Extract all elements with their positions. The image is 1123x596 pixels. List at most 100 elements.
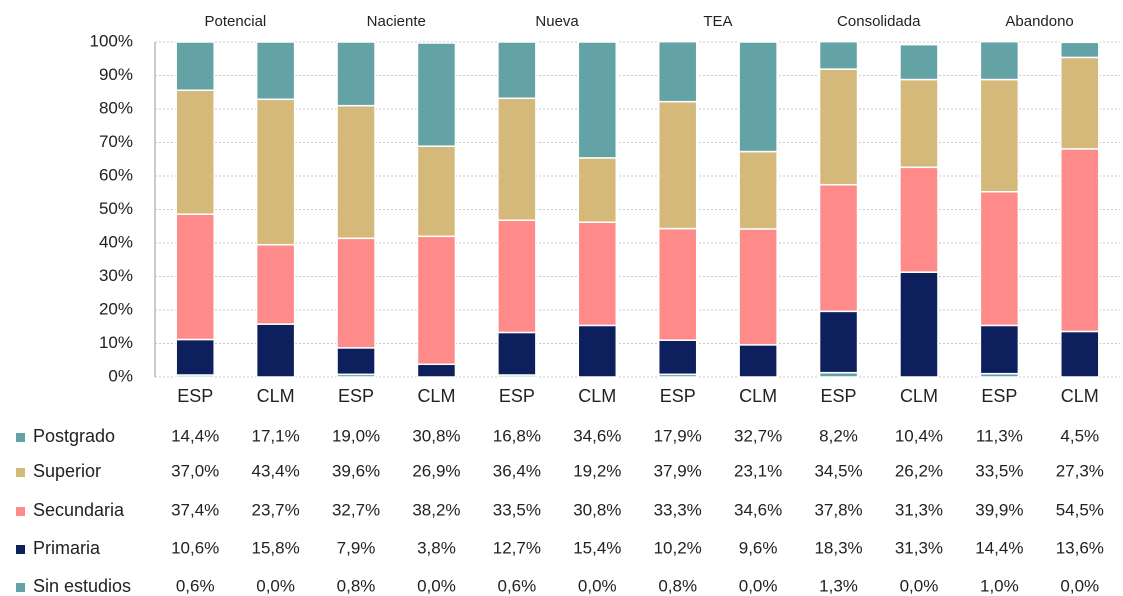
x-tick-label: ESP <box>338 386 374 406</box>
table-cell: 0,0% <box>739 576 778 595</box>
table-cell: 27,3% <box>1056 461 1104 480</box>
group-label: TEA <box>703 13 732 30</box>
bar-segment <box>1060 330 1100 378</box>
bar-segment <box>899 43 939 81</box>
y-tick-label: 0% <box>108 366 133 385</box>
table-cell: 0,0% <box>578 576 617 595</box>
bar-segment <box>657 40 698 103</box>
table-cell: 17,1% <box>252 426 300 445</box>
bar-segment <box>657 100 698 230</box>
y-tick-label: 40% <box>99 232 133 251</box>
table-cell: 19,2% <box>573 461 621 480</box>
bar-segment <box>497 331 537 376</box>
legend-label: Postgrado <box>33 426 115 446</box>
table-cell: 23,1% <box>734 461 782 480</box>
table-cell: 10,2% <box>654 538 702 557</box>
table-cell: 10,6% <box>171 538 219 557</box>
table-cell: 15,8% <box>252 538 300 557</box>
table-cell: 8,2% <box>819 426 858 445</box>
bar-segment <box>255 98 296 246</box>
bar-segment <box>899 166 939 273</box>
y-tick-label: 90% <box>99 65 133 84</box>
table-cell: 18,3% <box>814 538 862 557</box>
table-cell: 30,8% <box>573 500 621 519</box>
table-cell: 37,8% <box>814 500 862 519</box>
bar-segment <box>175 41 215 91</box>
legend-marker <box>16 468 25 477</box>
bar-segment <box>497 97 537 221</box>
bar-segment <box>336 237 376 349</box>
table-cell: 0,0% <box>900 576 939 595</box>
x-tick-label: CLM <box>1061 386 1099 406</box>
table-cell: 34,5% <box>814 461 862 480</box>
table-cell: 0,0% <box>1060 576 1099 595</box>
table-cell: 13,6% <box>1056 538 1104 557</box>
table-cell: 39,9% <box>975 500 1023 519</box>
bar-segment <box>657 339 698 376</box>
table-cell: 34,6% <box>734 500 782 519</box>
table-cell: 7,9% <box>337 538 376 557</box>
bar-segment <box>577 157 618 223</box>
bar-segment <box>818 40 859 70</box>
table-cell: 12,7% <box>493 538 541 557</box>
bar-segment <box>1060 148 1100 333</box>
legend-label: Secundaria <box>33 500 125 520</box>
bar-segment <box>1060 41 1100 59</box>
legend-marker <box>16 545 25 554</box>
legend-label: Superior <box>33 461 101 481</box>
table-cell: 14,4% <box>171 426 219 445</box>
table-cell: 17,9% <box>654 426 702 445</box>
table-cell: 10,4% <box>895 426 943 445</box>
table-cell: 37,4% <box>171 500 219 519</box>
legend-marker <box>16 507 25 516</box>
table-cell: 33,5% <box>975 461 1023 480</box>
table-cell: 26,9% <box>412 461 460 480</box>
group-label: Nueva <box>535 13 579 30</box>
y-tick-label: 30% <box>99 266 133 285</box>
table-cell: 11,3% <box>976 426 1023 445</box>
x-tick-label: CLM <box>578 386 616 406</box>
legend-marker <box>16 583 25 592</box>
bar-segment <box>899 271 939 378</box>
y-tick-label: 20% <box>99 299 133 318</box>
bar-segment <box>416 145 457 238</box>
table-cell: 15,4% <box>573 538 621 557</box>
bar-segment <box>899 78 939 169</box>
x-tick-label: ESP <box>499 386 535 406</box>
bar-segment <box>979 190 1020 327</box>
bar-segment <box>336 41 376 107</box>
bar-segment <box>255 243 296 325</box>
bar-segment <box>979 324 1020 375</box>
table-cell: 1,3% <box>819 576 858 595</box>
x-tick-label: ESP <box>821 386 857 406</box>
table-cell: 0,8% <box>658 576 697 595</box>
bar-segment <box>175 89 215 215</box>
x-tick-label: CLM <box>900 386 938 406</box>
table-cell: 38,2% <box>412 500 460 519</box>
table-cell: 37,9% <box>654 461 702 480</box>
table-cell: 19,0% <box>332 426 380 445</box>
table-cell: 1,0% <box>980 576 1019 595</box>
bar-segment <box>175 338 215 376</box>
bar-segment <box>577 41 618 159</box>
table-cell: 54,5% <box>1056 500 1104 519</box>
bar-segment <box>657 227 698 341</box>
bar-segment <box>818 68 859 186</box>
table-cell: 31,3% <box>895 500 943 519</box>
bar-segment <box>979 78 1020 193</box>
table-cell: 26,2% <box>895 461 943 480</box>
table-cell: 30,8% <box>412 426 460 445</box>
bar-segment <box>497 219 537 334</box>
legend-marker <box>16 433 25 442</box>
table-cell: 9,6% <box>739 538 778 557</box>
bar-segment <box>577 324 618 378</box>
table-cell: 36,4% <box>493 461 541 480</box>
x-tick-label: CLM <box>417 386 455 406</box>
x-tick-label: ESP <box>660 386 696 406</box>
bar-segment <box>818 183 859 313</box>
y-tick-label: 10% <box>99 333 133 352</box>
table-cell: 33,3% <box>654 500 702 519</box>
table-cell: 0,0% <box>256 576 295 595</box>
table-cell: 32,7% <box>332 500 380 519</box>
